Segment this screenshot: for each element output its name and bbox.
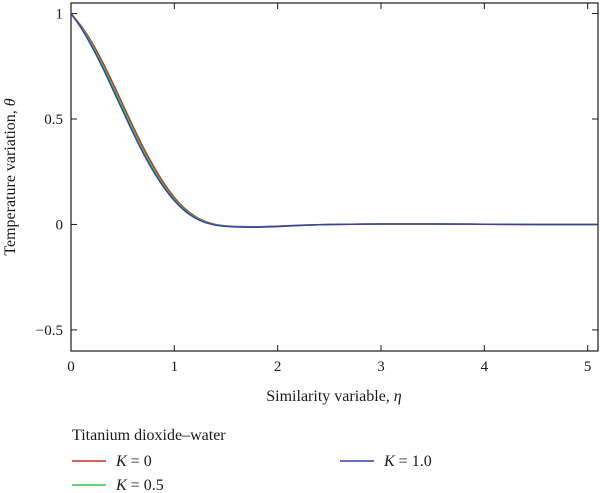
x-tick-label: 5 xyxy=(584,359,592,375)
series-group xyxy=(70,12,599,228)
legend-title: Titanium dioxide–water xyxy=(72,427,226,444)
tick-label-group: 0 1 2 3 4 5 −0.5 0 0.5 1 xyxy=(36,7,592,375)
x-tick-label: 0 xyxy=(67,359,75,375)
legend-label-k05: K = 0.5 xyxy=(115,477,164,493)
legend-label-k0: K = 0 xyxy=(115,453,152,470)
x-tick-label: 3 xyxy=(377,359,385,375)
legend: Titanium dioxide–water K = 0 K = 0.5 K =… xyxy=(72,427,432,493)
legend-label-k10: K = 1.0 xyxy=(383,453,432,470)
y-tick-label: 0.5 xyxy=(44,112,63,128)
y-axis-title: Temperature variation, θ xyxy=(2,98,19,255)
tick-group xyxy=(70,3,598,351)
x-axis-title: Similarity variable, η xyxy=(266,388,402,405)
plot-frame xyxy=(70,2,599,352)
x-tick-label: 1 xyxy=(171,359,179,375)
series-line-0 xyxy=(70,12,599,228)
x-tick-label: 4 xyxy=(481,359,489,375)
y-tick-label: −0.5 xyxy=(36,323,63,339)
x-tick-label: 2 xyxy=(274,359,282,375)
y-tick-label: 1 xyxy=(56,7,64,23)
series-line-2 xyxy=(70,12,599,228)
y-tick-label: 0 xyxy=(56,217,64,233)
series-line-1 xyxy=(70,12,599,228)
